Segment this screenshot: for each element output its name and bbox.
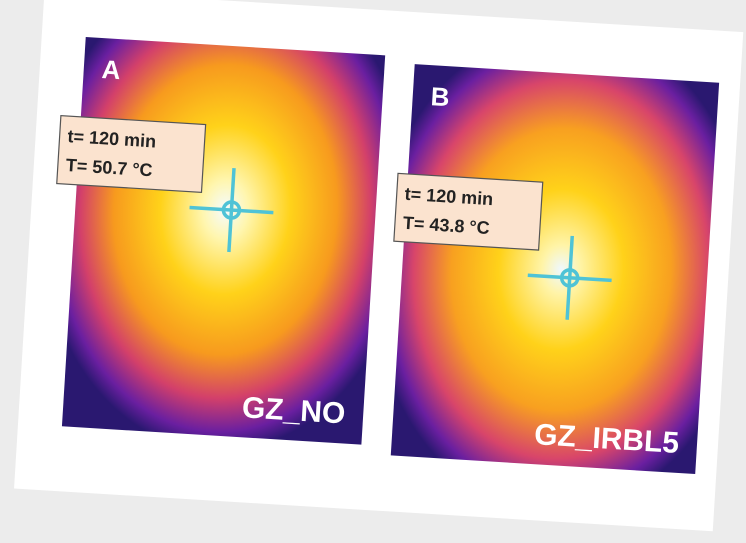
panel-letter: B bbox=[430, 81, 451, 112]
thermal-image bbox=[391, 64, 719, 474]
panel-label: GZ_NO bbox=[241, 391, 346, 430]
panel-letter: A bbox=[101, 54, 122, 85]
thermal-image bbox=[62, 37, 385, 445]
figure: At= 120 minT= 50.7 °CGZ_NOBt= 120 minT= … bbox=[0, 0, 746, 543]
